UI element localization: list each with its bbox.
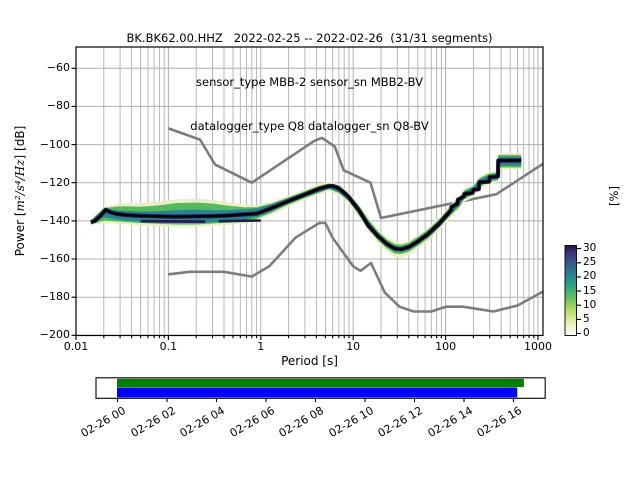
y-tick-label: −140 bbox=[39, 213, 70, 227]
x-tick-label: 100 bbox=[435, 340, 457, 353]
timeline-tick-marks bbox=[116, 398, 515, 403]
colorbar-tick-label: 15 bbox=[583, 284, 597, 297]
x-tick-label: 0.1 bbox=[159, 340, 178, 353]
axes-spines bbox=[75, 46, 544, 337]
y-tick-label: −60 bbox=[46, 61, 70, 75]
nlnm-curve bbox=[168, 221, 544, 313]
timeline-used-bar bbox=[117, 387, 518, 398]
psd-band-green bbox=[90, 154, 522, 255]
colorbar-tick-label: 20 bbox=[583, 270, 597, 283]
colorbar-gradient bbox=[564, 245, 577, 336]
x-tick-label: 1000 bbox=[524, 340, 552, 353]
colorbar-tick-label: 10 bbox=[583, 298, 597, 311]
plot-title-line3: datalogger_type Q8 datalogger_sn Q8-BV bbox=[190, 118, 429, 133]
y-tick-label: −200 bbox=[39, 328, 70, 342]
psd-mode-line bbox=[90, 159, 522, 251]
y-tick-label: −100 bbox=[39, 137, 70, 151]
x-tick-label: 10 bbox=[346, 340, 361, 353]
colorbar-tick-label: 30 bbox=[583, 242, 597, 255]
colorbar-tick-label: 25 bbox=[583, 256, 597, 269]
nhnm-curve bbox=[167, 127, 544, 220]
y-tick-label: −120 bbox=[39, 175, 70, 189]
colorbar-unit-label: [%] bbox=[607, 186, 621, 206]
y-tick-label: −180 bbox=[39, 290, 70, 304]
plot-title-block: BK.BK62.00.HHZ 2022-02-25 -- 2022-02-26 … bbox=[76, 2, 543, 163]
x-tick-label: 0.01 bbox=[63, 340, 89, 353]
y-tick-label: −80 bbox=[46, 99, 70, 113]
colorbar-tick-label: 5 bbox=[583, 312, 590, 325]
axis-tick-marks bbox=[71, 67, 539, 340]
psd-dark-row-1 bbox=[218, 219, 261, 223]
x-tick-label: 1 bbox=[257, 340, 265, 353]
colorbar-tick-label: 0 bbox=[583, 327, 590, 339]
x-axis-label: Period [s] bbox=[281, 354, 338, 368]
timeline-data-bar bbox=[117, 378, 524, 387]
y-tick-label: −160 bbox=[39, 252, 70, 265]
colorbar-tick-marks bbox=[576, 248, 581, 335]
plot-title-line2: sensor_type MBB-2 sensor_sn MBB2-BV bbox=[196, 74, 423, 89]
plot-title-line1: BK.BK62.00.HHZ 2022-02-25 -- 2022-02-26 … bbox=[126, 31, 493, 46]
